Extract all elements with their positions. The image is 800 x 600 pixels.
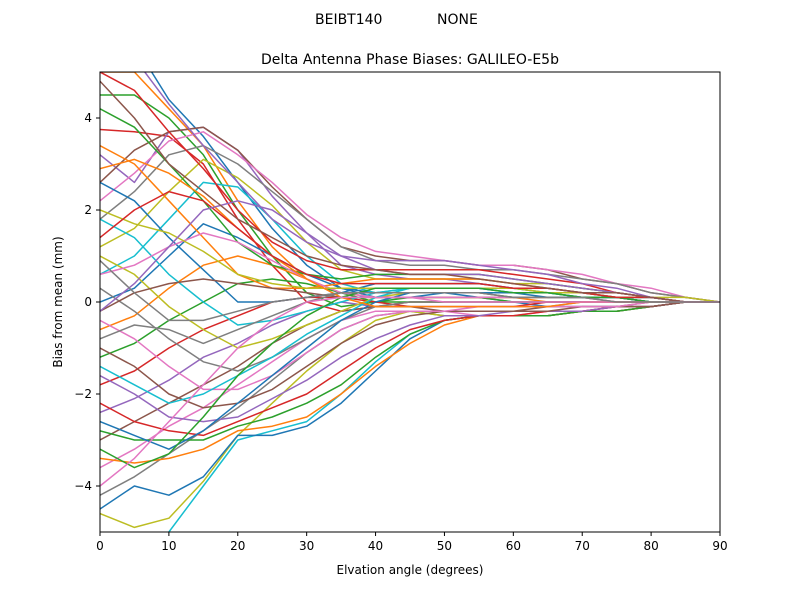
x-tick-label: 70	[575, 539, 590, 553]
series-line-17	[100, 301, 720, 469]
series-line-18	[100, 301, 720, 496]
x-tick-label: 60	[506, 539, 521, 553]
x-axis-label: Elvation angle (degrees)	[337, 563, 484, 577]
x-tick-label: 80	[643, 539, 658, 553]
x-tick-label: 20	[230, 539, 245, 553]
x-tick-label: 40	[368, 539, 383, 553]
series-line-34	[100, 72, 720, 303]
series-lines	[100, 72, 720, 532]
y-tick-label: 4	[84, 111, 92, 125]
chart-title: Delta Antenna Phase Biases: GALILEO-E5b	[261, 52, 559, 68]
series-line-21	[100, 301, 720, 510]
y-tick-label: −4	[74, 479, 92, 493]
series-line-6	[100, 126, 720, 303]
suptitle-right: NONE	[437, 12, 478, 28]
series-line-35	[143, 72, 720, 303]
series-line-2	[100, 72, 720, 303]
x-tick-label: 30	[299, 539, 314, 553]
x-tick-label: 10	[161, 539, 176, 553]
suptitle-left: BEIBT140	[315, 12, 382, 28]
x-tick-label: 0	[96, 539, 104, 553]
series-line-23	[100, 301, 720, 441]
y-tick-label: −2	[74, 387, 92, 401]
series-line-5	[100, 126, 720, 303]
x-tick-label: 50	[437, 539, 452, 553]
y-tick-label: 0	[84, 295, 92, 309]
y-axis-label: Bias from mean (mm)	[51, 236, 65, 367]
series-line-33	[100, 108, 720, 303]
x-tick-label: 90	[712, 539, 727, 553]
series-line-48	[100, 260, 720, 322]
series-line-27	[100, 301, 720, 391]
series-line-46	[100, 80, 720, 303]
y-axis: −4 −2 0 2 4	[74, 111, 100, 493]
y-tick-label: 2	[84, 203, 92, 217]
series-line-44	[100, 190, 720, 303]
x-axis: 0 10 20 30 40 50 60 70 80 90	[96, 532, 728, 553]
